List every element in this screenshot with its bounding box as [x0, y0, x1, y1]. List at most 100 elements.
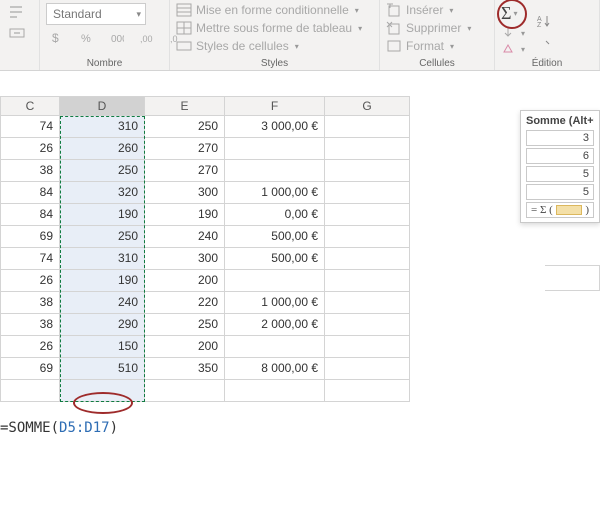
cell[interactable] [325, 138, 410, 160]
cell[interactable]: 190 [145, 204, 225, 226]
cell[interactable]: 200 [145, 336, 225, 358]
number-group: Standard $ % 000 ,00 ,0 Nombre [40, 0, 170, 70]
cell[interactable] [325, 160, 410, 182]
cell[interactable]: 84 [0, 182, 60, 204]
insert-button[interactable]: Insérer▾ [386, 3, 453, 17]
cell[interactable]: 510 [60, 358, 145, 380]
cell[interactable]: 290 [60, 314, 145, 336]
delete-button[interactable]: Supprimer▾ [386, 21, 471, 35]
cell[interactable]: 310 [60, 116, 145, 138]
cell[interactable] [225, 160, 325, 182]
cell[interactable]: 1 000,00 € [225, 292, 325, 314]
clear-button[interactable]: ▾ [501, 42, 525, 56]
cell[interactable]: 38 [0, 160, 60, 182]
cell[interactable] [325, 380, 410, 402]
number-group-label: Nombre [46, 56, 163, 69]
col-header-f[interactable]: F [225, 96, 325, 116]
cell[interactable]: 69 [0, 226, 60, 248]
cell[interactable] [60, 380, 145, 402]
format-button[interactable]: Format▾ [386, 39, 454, 53]
cell[interactable]: 240 [145, 226, 225, 248]
cell[interactable]: 74 [0, 248, 60, 270]
cell[interactable]: 8 000,00 € [225, 358, 325, 380]
cell[interactable] [325, 270, 410, 292]
svg-text:%: % [81, 33, 91, 45]
col-header-c[interactable]: C [0, 96, 60, 116]
fill-button[interactable]: ▾ [501, 26, 525, 40]
cell[interactable]: 190 [60, 204, 145, 226]
cell[interactable]: 500,00 € [225, 248, 325, 270]
autosum-button[interactable]: Σ▾ [501, 3, 518, 24]
cell[interactable]: 270 [145, 138, 225, 160]
cell[interactable] [225, 336, 325, 358]
cell[interactable]: 220 [145, 292, 225, 314]
edition-group-label: Édition [501, 56, 593, 69]
formula-display: =SOMME(D5:D17) [0, 420, 600, 436]
tooltip-cell: 3 [526, 130, 594, 146]
cell[interactable]: 260 [60, 138, 145, 160]
percent-icon[interactable]: % [76, 29, 98, 47]
cell[interactable]: 350 [145, 358, 225, 380]
comma-icon[interactable]: 000 [106, 29, 128, 47]
cell[interactable] [325, 336, 410, 358]
tooltip-sum-row: = Σ () [526, 202, 594, 218]
cell[interactable]: 270 [145, 160, 225, 182]
cell[interactable]: 200 [145, 270, 225, 292]
cell[interactable]: 240 [60, 292, 145, 314]
cell[interactable]: 250 [145, 314, 225, 336]
cell[interactable]: 69 [0, 358, 60, 380]
cell[interactable] [325, 358, 410, 380]
cell[interactable]: 1 000,00 € [225, 182, 325, 204]
cell[interactable] [0, 380, 60, 402]
cell[interactable] [145, 380, 225, 402]
cell[interactable]: 250 [145, 116, 225, 138]
cell[interactable]: 150 [60, 336, 145, 358]
cell-styles-button[interactable]: Styles de cellules▾ [176, 39, 299, 53]
cell[interactable]: 190 [60, 270, 145, 292]
cell[interactable]: 26 [0, 138, 60, 160]
cell[interactable]: 26 [0, 270, 60, 292]
cell[interactable]: 500,00 € [225, 226, 325, 248]
cell[interactable] [325, 314, 410, 336]
wrap-text-icon[interactable] [6, 3, 28, 21]
cell[interactable]: 0,00 € [225, 204, 325, 226]
cell[interactable]: 300 [145, 248, 225, 270]
number-format-combo[interactable]: Standard [46, 3, 146, 25]
cell[interactable]: 2 000,00 € [225, 314, 325, 336]
cell[interactable] [225, 270, 325, 292]
cell[interactable] [325, 182, 410, 204]
cell[interactable] [325, 116, 410, 138]
cell[interactable]: 38 [0, 314, 60, 336]
cell[interactable] [325, 292, 410, 314]
cell[interactable]: 3 000,00 € [225, 116, 325, 138]
cell[interactable]: 74 [0, 116, 60, 138]
cell[interactable]: 250 [60, 226, 145, 248]
cell[interactable]: 26 [0, 336, 60, 358]
cell[interactable]: 310 [60, 248, 145, 270]
svg-text:,00: ,00 [140, 34, 153, 44]
col-header-e[interactable]: E [145, 96, 225, 116]
cell[interactable]: 38 [0, 292, 60, 314]
cell[interactable] [325, 248, 410, 270]
cell[interactable]: 300 [145, 182, 225, 204]
find-icon[interactable] [537, 32, 551, 46]
table-format-button[interactable]: Mettre sous forme de tableau▾ [176, 21, 362, 35]
increase-decimal-icon[interactable]: ,00 [136, 29, 158, 47]
cell[interactable] [225, 138, 325, 160]
col-header-g[interactable]: G [325, 96, 410, 116]
col-header-d[interactable]: D [60, 96, 145, 116]
merge-icon[interactable] [6, 24, 28, 42]
sort-az-icon[interactable]: AZ [537, 14, 551, 28]
cell[interactable] [225, 380, 325, 402]
currency-icon[interactable]: $ [46, 29, 68, 47]
svg-text:$: $ [52, 31, 59, 45]
cell[interactable] [325, 204, 410, 226]
ghost-box [545, 265, 600, 291]
clipboard-group [0, 0, 40, 70]
cell[interactable]: 250 [60, 160, 145, 182]
cell[interactable]: 84 [0, 204, 60, 226]
table-row: 26190200 [0, 270, 600, 292]
cell[interactable]: 320 [60, 182, 145, 204]
conditional-format-button[interactable]: Mise en forme conditionnelle▾ [176, 3, 359, 17]
cell[interactable] [325, 226, 410, 248]
